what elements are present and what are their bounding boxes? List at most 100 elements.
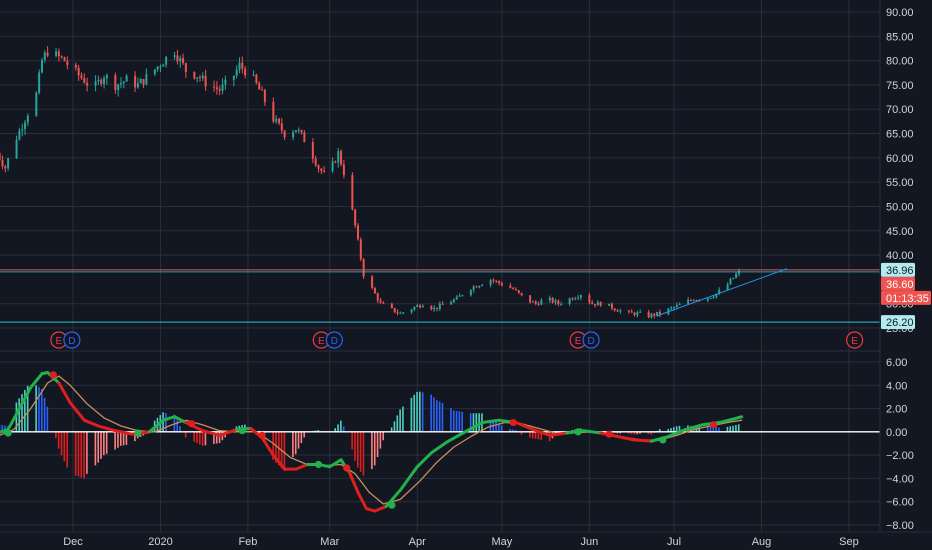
candle-body[interactable]: [204, 75, 207, 87]
candle-body[interactable]: [675, 304, 678, 308]
candle-body[interactable]: [292, 132, 295, 138]
candle-body[interactable]: [35, 92, 38, 116]
candle-body[interactable]: [376, 293, 379, 301]
candle-body[interactable]: [515, 289, 518, 291]
candle-body[interactable]: [416, 305, 419, 308]
candle-body[interactable]: [410, 309, 413, 313]
candle-body[interactable]: [729, 279, 732, 285]
dividend-marker[interactable]: [325, 331, 343, 349]
candle-body[interactable]: [695, 300, 698, 302]
candle-body[interactable]: [551, 297, 554, 303]
candle-body[interactable]: [80, 75, 83, 79]
candle-body[interactable]: [650, 313, 653, 318]
candle-body[interactable]: [579, 295, 582, 298]
candle-body[interactable]: [610, 303, 613, 309]
candle-body[interactable]: [613, 308, 616, 311]
earnings-marker[interactable]: [846, 331, 864, 349]
candle-body[interactable]: [458, 295, 461, 297]
candle-body[interactable]: [689, 299, 692, 301]
candle-body[interactable]: [179, 57, 182, 62]
candle-body[interactable]: [430, 306, 433, 310]
candle-body[interactable]: [678, 304, 681, 306]
candle-body[interactable]: [571, 298, 574, 300]
candle-body[interactable]: [534, 301, 537, 304]
candle-body[interactable]: [224, 79, 227, 85]
candle-body[interactable]: [334, 161, 337, 163]
candle-body[interactable]: [18, 130, 21, 140]
candle-body[interactable]: [43, 52, 46, 61]
candle-body[interactable]: [40, 60, 43, 73]
candle-body[interactable]: [658, 311, 661, 315]
candle-body[interactable]: [712, 297, 715, 299]
candle-body[interactable]: [218, 89, 221, 91]
candle-body[interactable]: [630, 311, 633, 313]
candle-body[interactable]: [670, 307, 673, 309]
candle-body[interactable]: [373, 287, 376, 294]
candle-body[interactable]: [495, 280, 498, 282]
candle-body[interactable]: [379, 300, 382, 303]
candle-body[interactable]: [500, 283, 503, 286]
candle-body[interactable]: [320, 168, 323, 171]
candle-body[interactable]: [26, 115, 29, 123]
candle-body[interactable]: [280, 123, 283, 131]
candle-body[interactable]: [520, 292, 523, 296]
ascending-trend-line[interactable]: [656, 268, 788, 317]
candle-body[interactable]: [97, 79, 100, 82]
candle-body[interactable]: [557, 300, 560, 305]
candle-body[interactable]: [639, 311, 642, 313]
candle-body[interactable]: [119, 82, 122, 85]
candle-body[interactable]: [100, 79, 103, 84]
candle-body[interactable]: [165, 56, 168, 65]
candle-body[interactable]: [4, 166, 7, 169]
candle-body[interactable]: [66, 61, 69, 65]
candle-body[interactable]: [139, 78, 142, 84]
candle-body[interactable]: [156, 66, 159, 70]
candle-body[interactable]: [238, 62, 241, 70]
candle-body[interactable]: [509, 285, 512, 289]
candle-body[interactable]: [272, 101, 275, 122]
candle-body[interactable]: [735, 273, 738, 278]
candle-body[interactable]: [21, 129, 24, 131]
candle-body[interactable]: [340, 151, 343, 165]
candle-body[interactable]: [354, 209, 357, 226]
candle-body[interactable]: [105, 75, 108, 79]
candle-body[interactable]: [244, 68, 247, 76]
candle-body[interactable]: [283, 130, 286, 138]
candle-body[interactable]: [317, 165, 320, 169]
candle-body[interactable]: [438, 303, 441, 309]
candle-body[interactable]: [1, 159, 4, 167]
candle-body[interactable]: [77, 67, 80, 76]
candle-body[interactable]: [413, 307, 416, 310]
candle-body[interactable]: [715, 293, 718, 298]
horizontal-levels[interactable]: [0, 269, 880, 323]
candle-body[interactable]: [241, 62, 244, 69]
candle-body[interactable]: [469, 289, 472, 296]
candle-body[interactable]: [359, 239, 362, 260]
candle-body[interactable]: [303, 132, 306, 143]
candle-body[interactable]: [145, 74, 148, 85]
candle-body[interactable]: [393, 307, 396, 313]
candle-body[interactable]: [591, 302, 594, 305]
candle-body[interactable]: [396, 312, 399, 314]
candle-body[interactable]: [478, 285, 481, 288]
candle-body[interactable]: [399, 312, 402, 314]
candle-body[interactable]: [258, 83, 261, 90]
candle-body[interactable]: [577, 297, 580, 299]
candle-body[interactable]: [213, 86, 216, 88]
candle-body[interactable]: [461, 295, 464, 297]
candle-body[interactable]: [215, 87, 218, 90]
candle-body[interactable]: [616, 310, 619, 312]
candle-body[interactable]: [24, 122, 27, 130]
candle-body[interactable]: [275, 118, 278, 122]
candle-body[interactable]: [498, 280, 501, 284]
candle-body[interactable]: [382, 302, 385, 304]
dividend-marker[interactable]: [63, 331, 81, 349]
candle-body[interactable]: [356, 225, 359, 240]
candle-body[interactable]: [15, 139, 18, 159]
candle-body[interactable]: [554, 300, 557, 303]
candle-body[interactable]: [153, 69, 156, 75]
candle-body[interactable]: [297, 130, 300, 132]
trend-line[interactable]: [656, 268, 788, 317]
candle-body[interactable]: [176, 55, 179, 62]
